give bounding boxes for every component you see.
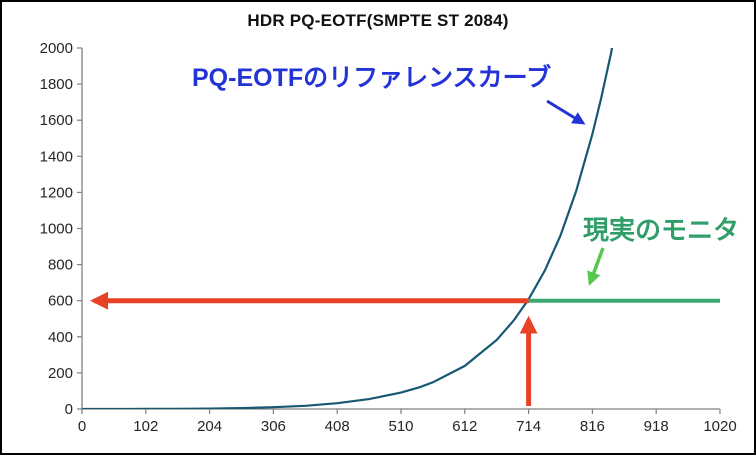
green-pointer-arrow [587,247,605,286]
y-tick-label: 1000 [40,221,73,238]
blue-pointer-arrow [546,99,586,125]
x-tick-label: 102 [133,418,158,435]
y-tick-label: 2000 [40,40,73,57]
x-tick-label: 0 [78,418,86,435]
pq-eotf-curve [82,48,614,409]
x-tick-label: 714 [516,418,541,435]
x-tick-label: 510 [388,418,413,435]
x-tick-label: 408 [325,418,350,435]
x-tick-label: 612 [452,418,477,435]
y-tick-label: 1600 [40,112,73,129]
y-tick-label: 0 [65,401,73,418]
y-tick-label: 1400 [40,148,73,165]
y-tick-label: 400 [48,329,73,346]
reference-curve-label: PQ-EOTFのリファレンスカーブ [192,64,552,92]
y-tick-label: 800 [48,257,73,274]
x-tick-label: 816 [580,418,605,435]
y-tick-label: 1800 [40,76,73,93]
y-tick-label: 1200 [40,184,73,201]
chart-title: HDR PQ-EOTF(SMPTE ST 2084) [247,11,509,30]
real-monitor-label: 現実のモニタ [583,215,740,245]
x-tick-label: 1020 [703,418,736,435]
y-tick-label: 200 [48,365,73,382]
y-tick-label: 600 [48,293,73,310]
x-tick-label: 918 [644,418,669,435]
x-tick-label: 306 [261,418,286,435]
x-tick-label: 204 [197,418,222,435]
